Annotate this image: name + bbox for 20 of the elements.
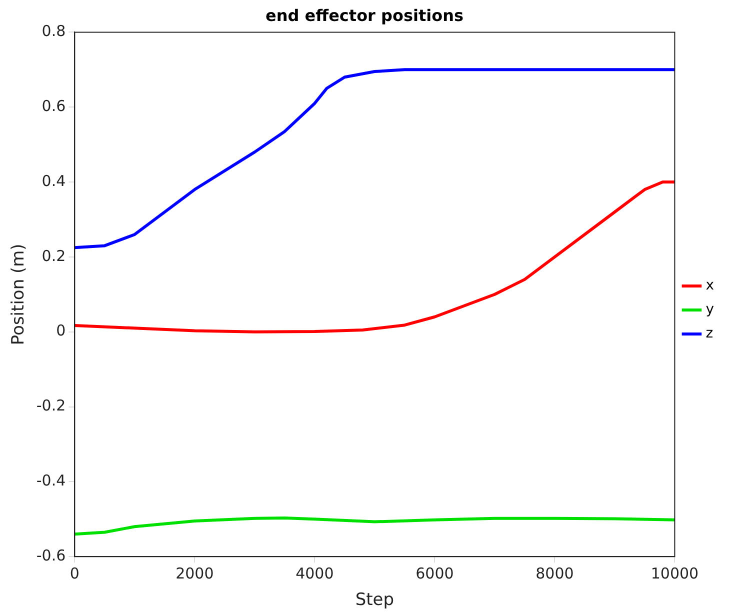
y-tick-label: -0.4 (36, 472, 66, 490)
legend-label: y (706, 302, 714, 318)
x-tick-label: 8000 (536, 564, 574, 582)
y-tick-label: 0.2 (42, 246, 66, 265)
y-tick-label: -0.6 (36, 546, 66, 564)
x-axis-title: Step (355, 590, 394, 610)
chart-title: end effector positions (265, 6, 464, 25)
x-tick-label: 10000 (650, 564, 699, 582)
x-tick-label: 2000 (176, 564, 214, 582)
x-tick-label: 4000 (296, 564, 334, 582)
x-tick-label: 0 (70, 564, 80, 582)
y-tick-label: 0.6 (42, 97, 66, 116)
y-tick-label: 0.8 (42, 22, 66, 40)
y-tick-label: 0 (56, 322, 66, 340)
y-axis-title: Position (m) (8, 244, 29, 346)
y-tick-label: -0.2 (36, 396, 66, 415)
legend-label: x (706, 278, 714, 294)
y-tick-label: 0.4 (42, 172, 66, 190)
x-tick-label: 6000 (416, 564, 454, 582)
legend-label: z (706, 326, 714, 342)
